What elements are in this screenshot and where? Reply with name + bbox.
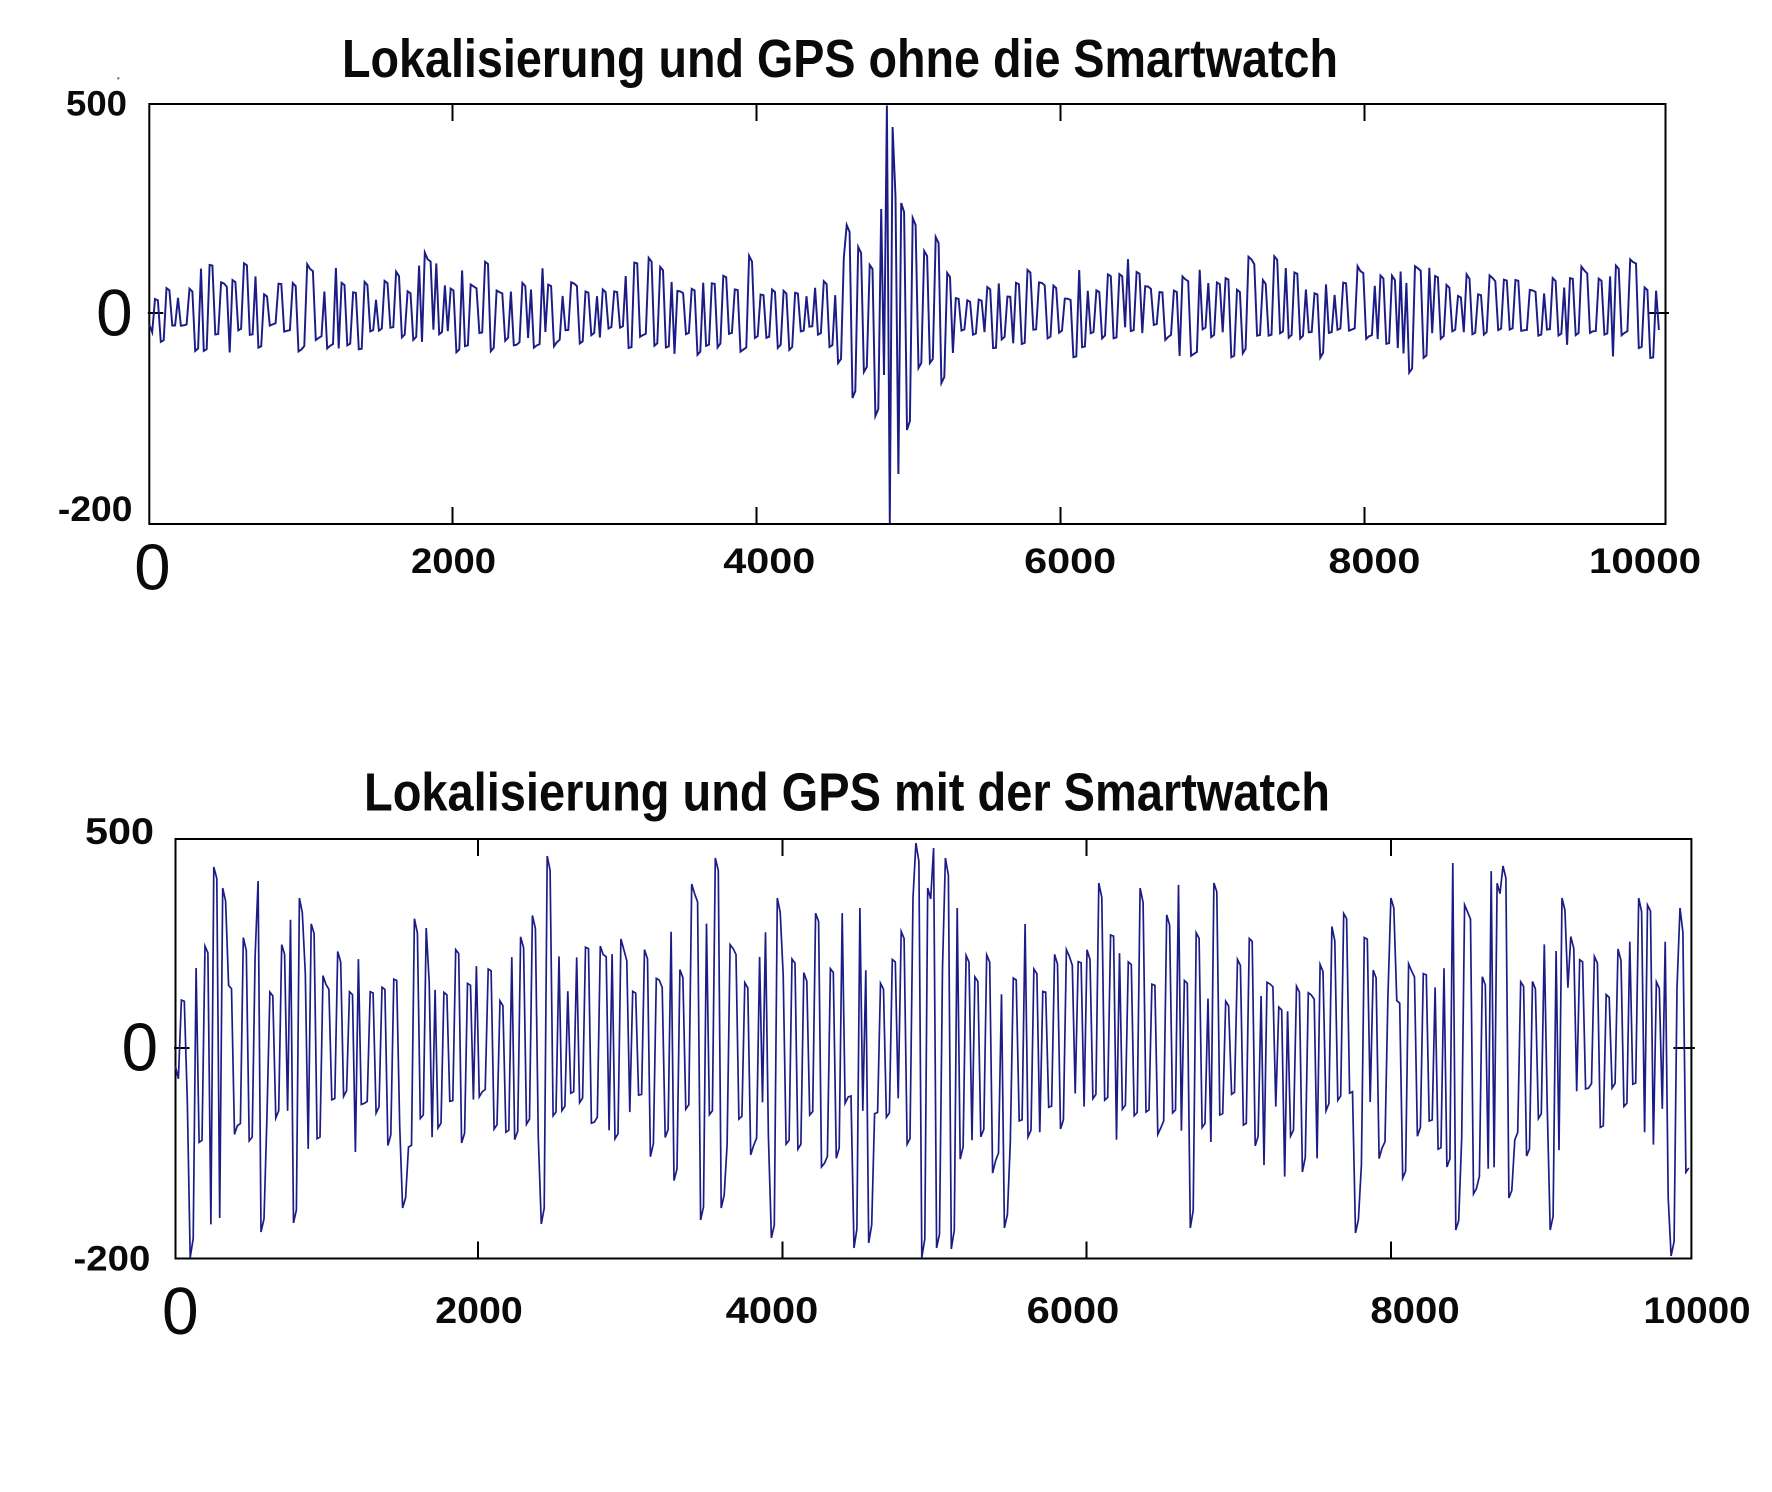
svg-text:-200: -200 [74, 1239, 151, 1278]
svg-text:0: 0 [162, 1275, 199, 1349]
svg-text:8000: 8000 [1370, 1290, 1459, 1331]
svg-text:0: 0 [96, 276, 133, 350]
svg-text:2000: 2000 [435, 1290, 523, 1331]
svg-text:2000: 2000 [411, 541, 496, 581]
svg-text:10000: 10000 [1589, 541, 1701, 581]
svg-text:6000: 6000 [1027, 1290, 1120, 1331]
svg-text:-200: -200 [58, 490, 133, 529]
svg-text:4000: 4000 [723, 541, 815, 581]
svg-text:Lokalisierung und GPS mit der: Lokalisierung und GPS mit der Smartwatch [364, 764, 1330, 823]
svg-text:500: 500 [66, 85, 127, 124]
svg-text:8000: 8000 [1328, 541, 1420, 581]
svg-text:500: 500 [85, 810, 154, 852]
svg-text:0: 0 [134, 531, 170, 604]
svg-text:10000: 10000 [1644, 1290, 1751, 1331]
svg-text:4000: 4000 [726, 1290, 819, 1331]
svg-text:Lokalisierung und GPS ohne die: Lokalisierung und GPS ohne die Smartwatc… [342, 30, 1338, 89]
svg-text:0: 0 [122, 1009, 158, 1085]
svg-text:6000: 6000 [1024, 541, 1116, 581]
